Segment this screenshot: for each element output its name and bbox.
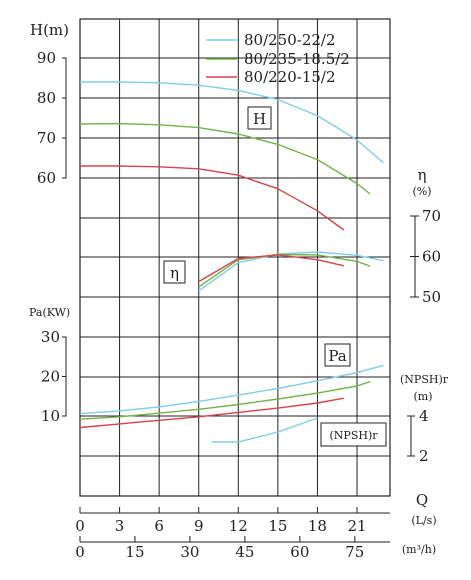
h-tick-label: 60 (37, 169, 56, 187)
q-m3h-tick-label: 15 (125, 543, 144, 561)
q-m3h-tick-label: 75 (345, 543, 364, 561)
curve-H-80-220-15-2 (80, 165, 345, 231)
eta-curve-tag: η (163, 260, 186, 284)
h-curve-tag: H (247, 106, 272, 130)
curve-eta-80-220-15-2 (198, 254, 344, 283)
legend-label-80-235-18-5-2: 80/235-18.5/2 (244, 50, 350, 68)
curve-eta-80-250-22-2 (198, 251, 384, 292)
eta-axis-title: η (418, 166, 427, 184)
h-curve-tag-text: H (253, 110, 266, 128)
legend: 80/250-22/2 80/235-18.5/2 80/220-15/2 (206, 31, 350, 86)
legend-label-80-220-15-2: 80/220-15/2 (244, 68, 336, 86)
eta-tick-label: 70 (422, 207, 441, 225)
curve-Pa-80-235-18-5-2 (79, 380, 371, 420)
pa-tick-label: 30 (41, 328, 60, 346)
q-m3h-tick-label: 60 (290, 543, 309, 561)
q-axis-title: Q (416, 491, 428, 509)
npsh-axis-title: (NPSH)r (400, 373, 449, 386)
curves (79, 81, 384, 443)
q-ls-tick-label: 6 (154, 517, 164, 535)
eta-curve-tag-text: η (170, 264, 179, 282)
npsh-curve-tag: (NPSH)r (320, 422, 387, 447)
q-ls-tick-label: 12 (229, 517, 248, 535)
curve-H-80-250-22-2 (80, 81, 384, 164)
curve-Pa-80-250-22-2 (79, 364, 384, 415)
pa-axis-title: Pa(KW) (29, 306, 70, 319)
eta-axis-unit: (%) (412, 185, 431, 198)
pa-tick-label: 10 (41, 407, 60, 425)
q-m3h-tick-label: 30 (180, 543, 199, 561)
q-ls-unit: (L/s) (411, 514, 436, 527)
curve-eta-80-235-18-5-2 (198, 253, 371, 288)
h-tick-label: 80 (37, 89, 56, 107)
h-tick-label: 90 (37, 49, 56, 67)
npsh-axis-unit: (m) (413, 390, 432, 403)
eta-tick-label: 60 (422, 248, 441, 266)
eta-tick-label: 50 (422, 288, 441, 306)
q-ls-tick-label: 9 (194, 517, 204, 535)
h-axis-title: H(m) (30, 21, 69, 39)
curve-npsh-80-250-22-2 (211, 417, 318, 443)
curve-Pa-80-220-15-2 (79, 397, 344, 429)
q-ls-tick-label: 21 (347, 517, 366, 535)
npsh-tick-label: 2 (419, 447, 429, 465)
q-ls-tick-label: 3 (115, 517, 125, 535)
npsh-tick-label: 4 (419, 407, 429, 425)
pa-tick-label: 20 (41, 368, 60, 386)
q-m3h-unit: (m³/h) (402, 543, 436, 556)
npsh-axis-bracket (410, 415, 415, 457)
h-axis-bracket (62, 57, 67, 179)
q-ls-tick-label: 15 (268, 517, 287, 535)
q-ls-tick-label: 0 (75, 517, 85, 535)
q-ls-tick-label: 18 (308, 517, 327, 535)
npsh-curve-tag-text: (NPSH)r (330, 429, 379, 442)
q-m3h-tick-label: 0 (75, 543, 85, 561)
curve-H-80-235-18-5-2 (79, 122, 371, 195)
pa-curve-tag: Pa (324, 343, 351, 367)
legend-label-80-250-22-2: 80/250-22/2 (244, 31, 336, 49)
h-tick-label: 70 (37, 129, 56, 147)
pa-curve-tag-text: Pa (328, 347, 346, 365)
q-m3h-tick-label: 45 (235, 543, 254, 561)
